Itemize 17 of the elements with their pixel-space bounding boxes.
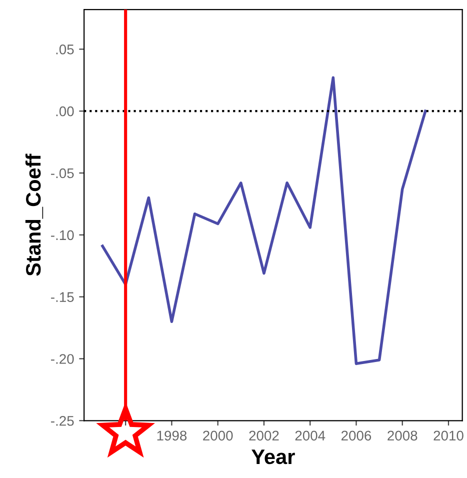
y-axis-title: Stand_Coeff — [25, 154, 44, 276]
x-axis-title: Year — [252, 450, 295, 464]
x-tick-label: 2006 — [341, 430, 372, 441]
x-tick-label: 1998 — [157, 430, 187, 441]
x-tick-label: 2004 — [295, 430, 326, 441]
line-series — [101, 76, 427, 366]
y-tick-label: .05 — [56, 44, 74, 54]
x-tick-label: 2008 — [388, 430, 418, 441]
y-tick-label: -.25 — [51, 416, 74, 426]
y-tick-label: .00 — [56, 106, 74, 116]
y-tick-label: -.05 — [51, 168, 74, 178]
y-tick-label: -.15 — [51, 292, 74, 302]
y-tick-label: -.20 — [51, 354, 74, 364]
x-tick-label: 2010 — [434, 430, 464, 441]
x-tick-label: 2002 — [249, 430, 279, 441]
y-tick-label: -.10 — [51, 230, 74, 240]
x-tick-label: 2000 — [203, 430, 233, 441]
